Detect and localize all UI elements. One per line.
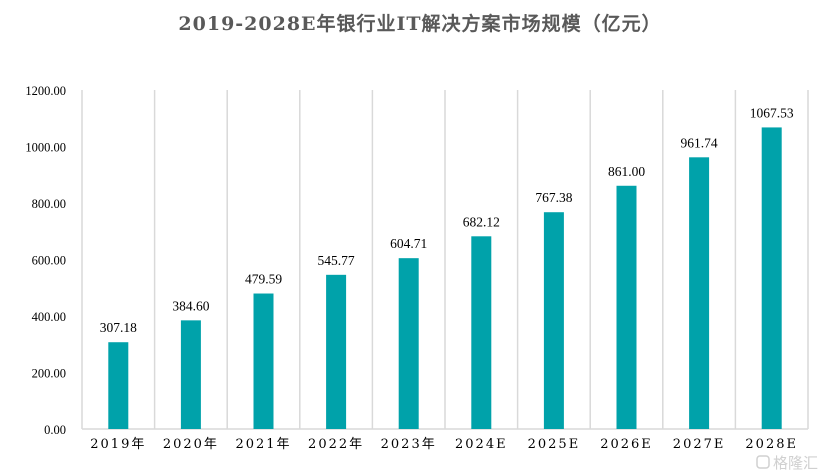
y-tick-label: 0.00 [44, 423, 66, 437]
data-label: 479.59 [245, 272, 282, 287]
y-tick-label: 200.00 [32, 367, 66, 381]
data-label: 682.12 [463, 214, 500, 229]
data-label: 767.38 [535, 190, 572, 205]
y-tick-label: 1200.00 [25, 84, 66, 98]
x-tick-label: 2022年 [308, 437, 364, 452]
bar [761, 127, 782, 429]
data-label: 307.18 [100, 320, 137, 335]
y-tick-label: 800.00 [32, 197, 66, 211]
x-tick-label: 2026E [600, 437, 653, 452]
x-tick-label: 2021年 [235, 437, 291, 452]
x-tick-label: 2025E [528, 437, 581, 452]
data-label: 604.71 [390, 236, 427, 251]
data-label: 1067.53 [750, 105, 794, 120]
bar [253, 293, 274, 429]
data-label: 961.74 [681, 135, 718, 150]
x-tick-label: 2027E [673, 437, 726, 452]
data-label: 861.00 [608, 164, 645, 179]
bar [326, 274, 347, 429]
y-tick-label: 400.00 [32, 310, 66, 324]
data-label: 545.77 [318, 253, 355, 268]
x-tick-label: 2024E [455, 437, 508, 452]
x-tick-label: 2020年 [163, 437, 219, 452]
x-tick-label: 2019年 [90, 437, 146, 452]
bar [689, 157, 710, 429]
watermark-logo: 格隆汇 [756, 454, 818, 471]
bar [471, 236, 492, 429]
watermark-text: 格隆汇 [773, 454, 818, 471]
bar [616, 185, 637, 429]
data-label: 384.60 [172, 298, 209, 313]
x-tick-label: 2023年 [381, 437, 437, 452]
bar [543, 212, 564, 429]
x-tick-label: 2028E [745, 437, 798, 452]
y-tick-label: 1000.00 [25, 141, 66, 155]
bar [108, 342, 129, 429]
bar [398, 258, 419, 429]
chart-title: 2019-2028E年银行业IT解决方案市场规模（亿元） [178, 12, 661, 35]
y-tick-label: 600.00 [32, 254, 66, 268]
bar [180, 320, 201, 429]
